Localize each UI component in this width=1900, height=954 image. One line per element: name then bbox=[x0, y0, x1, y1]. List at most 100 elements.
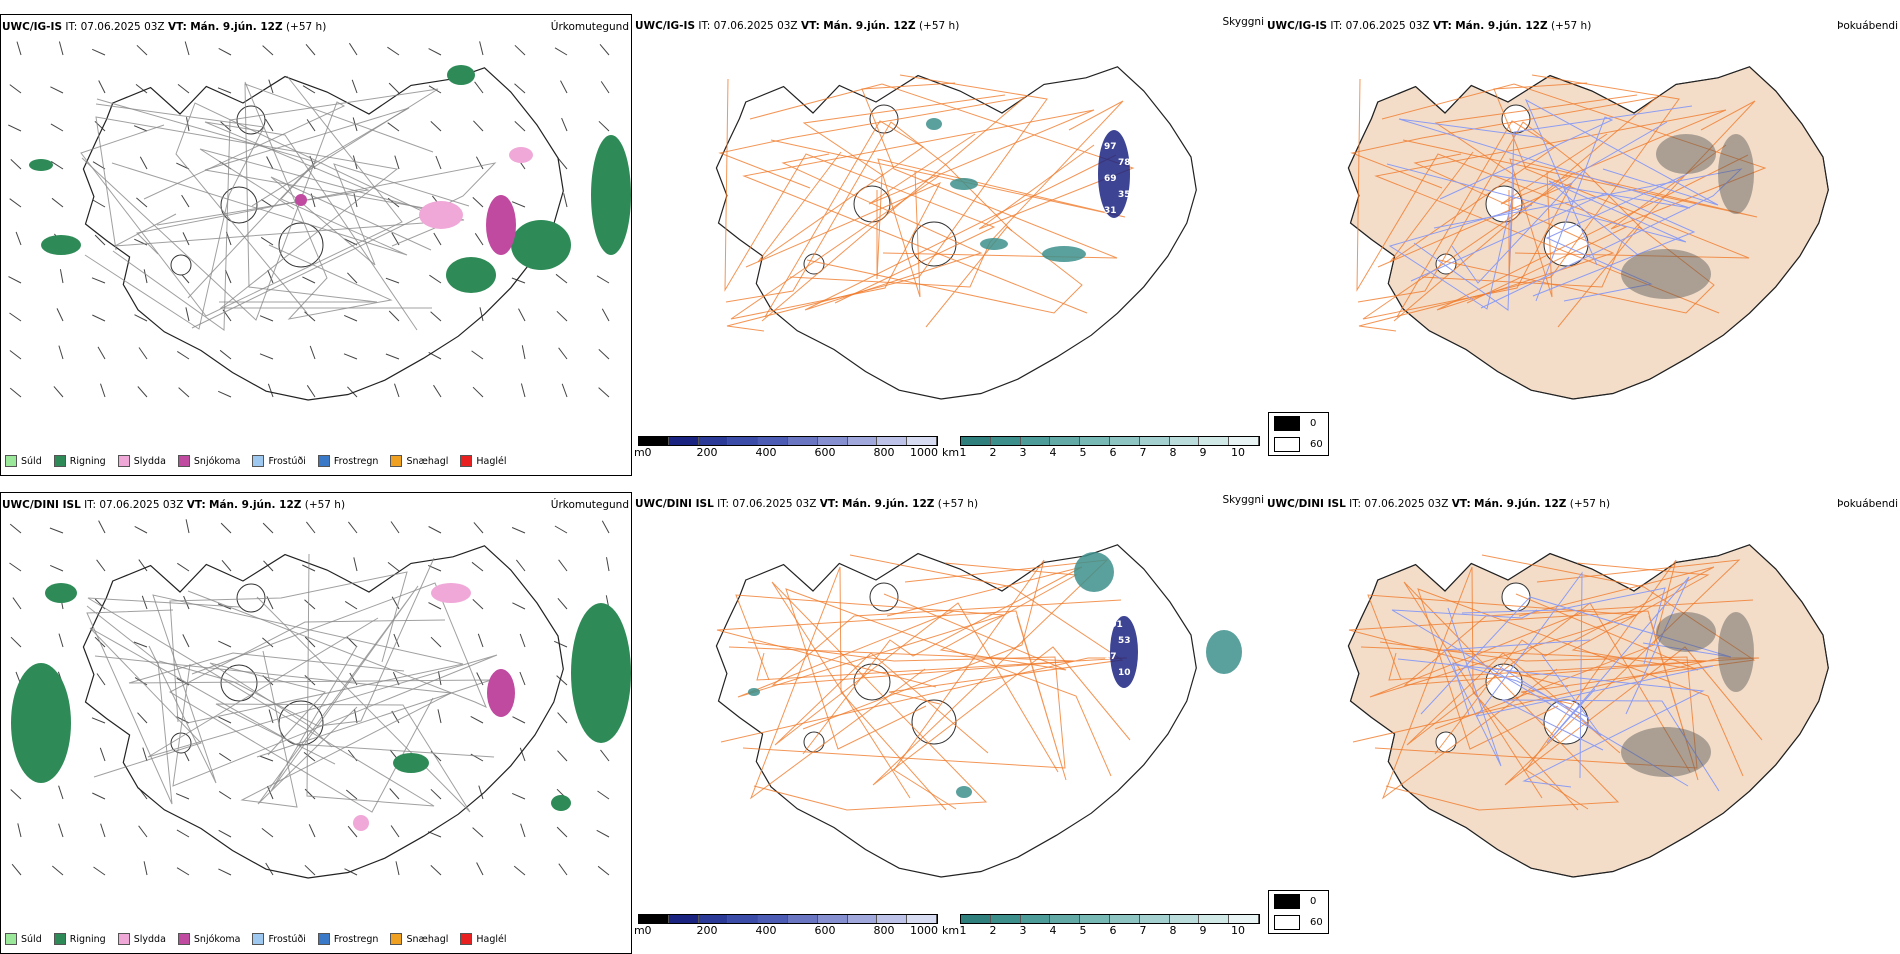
wind-barb bbox=[9, 562, 22, 572]
precip-area bbox=[431, 583, 471, 603]
glacier-outline bbox=[170, 254, 192, 276]
road bbox=[728, 599, 1122, 686]
wind-barb bbox=[182, 232, 190, 246]
glacier-outline bbox=[220, 664, 258, 702]
wind-barb bbox=[429, 274, 442, 284]
wind-barb bbox=[9, 350, 22, 360]
wind-barb bbox=[428, 602, 442, 610]
precip-area bbox=[571, 603, 631, 743]
wind-barb bbox=[472, 197, 484, 208]
legend-swatch bbox=[177, 455, 190, 467]
wind-barb bbox=[518, 308, 526, 322]
param-title: Þokuábendi bbox=[1837, 20, 1898, 32]
wind-barb bbox=[259, 353, 274, 360]
wind-barb bbox=[143, 861, 148, 876]
wind-barb bbox=[134, 314, 148, 322]
wind-barb bbox=[600, 81, 610, 94]
fog-swatch-black bbox=[1274, 416, 1300, 431]
wind-barb bbox=[59, 269, 64, 284]
visibility-label: 53 bbox=[1118, 636, 1131, 646]
legend-item: Rigning bbox=[53, 933, 106, 945]
wind-barb bbox=[96, 673, 106, 686]
precip-area bbox=[11, 663, 71, 783]
wind-barb bbox=[99, 747, 106, 762]
river bbox=[1397, 658, 1705, 788]
road bbox=[785, 588, 1112, 777]
wind-barb bbox=[177, 350, 190, 360]
road bbox=[1350, 96, 1659, 322]
wind-barb bbox=[142, 747, 148, 762]
wind-barb bbox=[9, 387, 22, 398]
road bbox=[128, 652, 492, 758]
road bbox=[861, 82, 1118, 259]
legend-item: Slydda bbox=[117, 933, 166, 945]
road bbox=[872, 559, 1131, 786]
wind-barb bbox=[511, 201, 526, 208]
wind-barb bbox=[9, 84, 22, 94]
legend-item: Snæhagl bbox=[390, 933, 448, 945]
wind-barb bbox=[219, 349, 232, 360]
precip-area bbox=[29, 159, 53, 171]
wind-barb bbox=[514, 83, 526, 94]
road bbox=[158, 557, 435, 727]
wind-barb bbox=[519, 633, 526, 648]
visibility-label: 31 bbox=[1104, 206, 1117, 216]
wind-barb bbox=[100, 383, 106, 398]
road bbox=[1504, 559, 1763, 786]
road bbox=[219, 83, 434, 303]
wind-barb bbox=[391, 710, 400, 724]
precip-area bbox=[447, 65, 475, 85]
legend-swatch bbox=[5, 933, 17, 945]
road bbox=[1515, 562, 1710, 671]
wind-barb bbox=[10, 789, 22, 800]
fog-swatch-black bbox=[1274, 894, 1300, 909]
wind-barb bbox=[268, 79, 274, 94]
wind-barb bbox=[473, 522, 484, 534]
road bbox=[757, 120, 924, 318]
road bbox=[87, 553, 435, 807]
wind-barb bbox=[348, 42, 358, 56]
wind-barb bbox=[476, 862, 484, 876]
map-header: UWC/IG-IS IT: 07.06.2025 03Z VT: Mán. 9.… bbox=[1267, 20, 1592, 32]
road bbox=[84, 103, 265, 330]
wind-barb bbox=[474, 233, 484, 246]
legend-item: Frostúði bbox=[252, 933, 306, 945]
wind-barb bbox=[225, 269, 232, 284]
wind-barb bbox=[516, 559, 526, 572]
wind-barb bbox=[137, 712, 148, 724]
wind-barb bbox=[600, 749, 610, 762]
river bbox=[1398, 118, 1691, 209]
terrain-colorbar: 0 200 400 600 800 1000 bbox=[638, 914, 938, 938]
fog-map-igis: UWC/IG-IS IT: 07.06.2025 03Z VT: Mán. 9.… bbox=[1266, 14, 1900, 476]
road bbox=[883, 562, 1078, 671]
wind-barb bbox=[512, 716, 526, 724]
wind-barb bbox=[186, 117, 190, 132]
river bbox=[1413, 105, 1693, 311]
terrain-bar bbox=[638, 436, 938, 446]
param-title: Skyggni bbox=[1222, 16, 1265, 28]
road bbox=[169, 571, 408, 723]
road bbox=[806, 226, 1083, 328]
wind-barb bbox=[92, 314, 106, 322]
river bbox=[1443, 607, 1591, 767]
legend-swatch bbox=[177, 933, 190, 945]
wind-barb bbox=[596, 275, 610, 284]
wind-barb bbox=[597, 790, 610, 800]
visibility-map-dini: UWC/DINI ISL IT: 07.06.2025 03Z VT: Mán.… bbox=[634, 492, 1266, 954]
wind-barb bbox=[176, 867, 190, 876]
wind-barb bbox=[218, 640, 232, 648]
wind-barb bbox=[263, 560, 274, 572]
wind-barb bbox=[556, 826, 568, 838]
coastline bbox=[82, 67, 564, 401]
legend-item: Snjókoma bbox=[177, 933, 240, 945]
precip-type-legend: Súld Rigning Slydda Snjókoma Frostúði Fr… bbox=[5, 933, 507, 945]
wind-barb bbox=[11, 863, 22, 876]
road bbox=[1381, 566, 1579, 811]
fog-map-dini: UWC/DINI ISL IT: 07.06.2025 03Z VT: Mán.… bbox=[1266, 492, 1900, 954]
legend-item: Haglél bbox=[460, 455, 507, 467]
wind-barb bbox=[9, 198, 22, 208]
legend-swatch bbox=[117, 455, 130, 467]
wind-barb bbox=[302, 85, 316, 94]
fog-swatch-white bbox=[1274, 915, 1300, 930]
